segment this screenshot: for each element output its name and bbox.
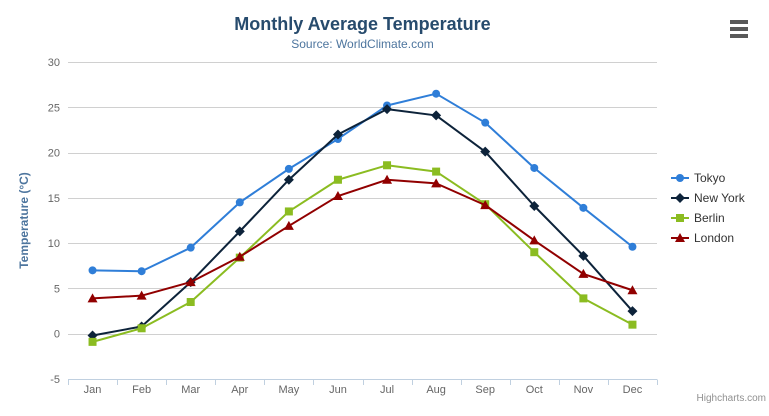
point-tokyo-sep[interactable] (481, 118, 490, 127)
legend-item-berlin[interactable]: Berlin (671, 208, 745, 228)
point-london-feb[interactable] (136, 290, 147, 300)
x-tick-label: Dec (623, 384, 643, 396)
x-tick-label: Sep (475, 384, 495, 396)
point-berlin-jan[interactable] (88, 337, 97, 346)
y-tick-label: 0 (54, 329, 60, 341)
y-axis-title: Temperature (°C) (17, 172, 31, 269)
point-tokyo-dec[interactable] (628, 242, 637, 251)
x-tick-label: May (278, 384, 299, 396)
point-london-jul[interactable] (382, 174, 393, 184)
point-london-jun[interactable] (332, 191, 343, 201)
legend-symbol (675, 233, 685, 242)
series-line (91, 108, 634, 337)
point-tokyo-oct[interactable] (530, 163, 539, 172)
x-tick-label: Apr (231, 384, 248, 396)
point-london-apr[interactable] (234, 251, 245, 261)
point-london-nov[interactable] (578, 268, 589, 278)
point-new-york-apr[interactable] (234, 226, 245, 237)
legend-item-new-york[interactable]: New York (671, 188, 745, 208)
series-london[interactable] (87, 174, 638, 303)
legend-symbol (675, 193, 685, 203)
y-tick-label: 20 (48, 148, 60, 160)
x-tick-label: Oct (526, 384, 543, 396)
x-tick-label: Feb (132, 384, 151, 396)
y-tick-label: -5 (50, 374, 60, 386)
point-new-york-oct[interactable] (529, 201, 540, 212)
x-tick-label: Nov (574, 384, 594, 396)
series-tokyo[interactable] (88, 89, 637, 276)
series-new-york[interactable] (87, 104, 638, 341)
y-gridlines (68, 62, 657, 380)
legend-symbol (676, 214, 684, 222)
legend-marker-square-icon (671, 214, 689, 222)
point-berlin-feb[interactable] (137, 324, 146, 333)
point-london-dec[interactable] (627, 285, 638, 295)
y-tick-label: 30 (48, 57, 60, 69)
point-new-york-nov[interactable] (578, 250, 589, 261)
legend-item-london[interactable]: London (671, 228, 745, 248)
point-new-york-jun[interactable] (332, 129, 343, 140)
export-menu-button[interactable] (727, 17, 751, 41)
point-new-york-aug[interactable] (431, 110, 442, 121)
legend: Tokyo New York Berlin London (671, 168, 745, 248)
point-london-may[interactable] (283, 220, 294, 230)
point-new-york-jul[interactable] (382, 104, 393, 115)
point-tokyo-apr[interactable] (235, 198, 244, 207)
x-tick-label: Mar (181, 384, 200, 396)
legend-label: London (694, 231, 735, 245)
x-axis (68, 379, 658, 385)
point-berlin-oct[interactable] (530, 248, 539, 257)
legend-marker-diamond-icon (671, 193, 689, 203)
y-axis-labels: -5 0 5 10 15 20 25 30 (48, 57, 60, 386)
legend-marker-circle-icon (671, 174, 689, 182)
y-tick-label: 25 (48, 102, 60, 114)
credits-link[interactable]: Highcharts.com (696, 393, 766, 404)
point-london-oct[interactable] (529, 235, 540, 245)
legend-label: Berlin (694, 211, 725, 225)
point-tokyo-may[interactable] (284, 164, 293, 173)
point-london-jan[interactable] (87, 293, 98, 303)
legend-item-tokyo[interactable]: Tokyo (671, 168, 745, 188)
chart-subtitle: Source: WorldClimate.com (291, 37, 434, 51)
point-london-mar[interactable] (185, 277, 196, 287)
series-line (91, 164, 634, 343)
point-tokyo-jan[interactable] (88, 266, 97, 275)
legend-marker-triangle-icon (671, 233, 689, 242)
point-berlin-jun[interactable] (333, 175, 342, 184)
y-tick-label: 15 (48, 193, 60, 205)
series-line (91, 178, 634, 300)
x-tick-label: Jul (380, 384, 394, 396)
point-new-york-may[interactable] (283, 174, 294, 185)
point-berlin-dec[interactable] (628, 320, 637, 329)
point-tokyo-aug[interactable] (432, 89, 441, 98)
legend-label: New York (694, 191, 745, 205)
series-line (91, 92, 634, 273)
y-tick-label: 5 (54, 283, 60, 295)
point-berlin-aug[interactable] (432, 167, 441, 176)
point-tokyo-nov[interactable] (579, 203, 588, 212)
point-berlin-jul[interactable] (383, 161, 392, 170)
point-berlin-nov[interactable] (579, 294, 588, 303)
x-tick-label: Jun (329, 384, 347, 396)
x-axis-labels: Jan Feb Mar Apr May Jun Jul Aug Sep Oct Nov Dec (84, 384, 643, 396)
point-new-york-dec[interactable] (627, 306, 638, 317)
point-tokyo-feb[interactable] (137, 267, 146, 276)
x-tick-label: Jan (84, 384, 102, 396)
chart-title: Monthly Average Temperature (234, 14, 491, 34)
legend-symbol (676, 174, 684, 182)
x-tick-label: Aug (426, 384, 446, 396)
y-tick-label: 10 (48, 238, 60, 250)
point-berlin-may[interactable] (284, 207, 293, 216)
point-berlin-mar[interactable] (186, 298, 195, 307)
point-new-york-sep[interactable] (480, 146, 491, 157)
point-tokyo-mar[interactable] (186, 243, 195, 252)
hamburger-icon (730, 20, 748, 38)
legend-label: Tokyo (694, 171, 726, 185)
point-london-aug[interactable] (431, 178, 442, 188)
point-london-sep[interactable] (480, 200, 491, 210)
